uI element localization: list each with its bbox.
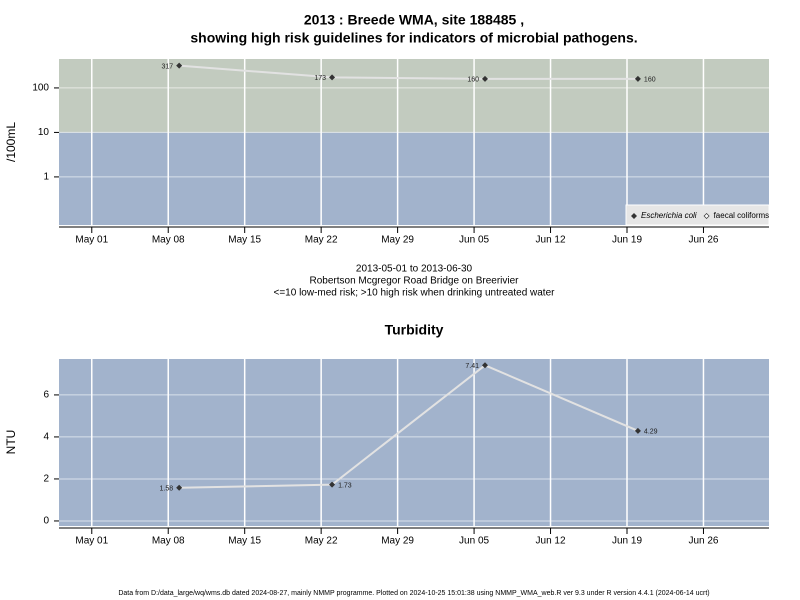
x-tick-label: Jun 19 xyxy=(612,536,642,547)
y-axis-label: /100mL xyxy=(4,122,18,162)
y-axis-label: NTU xyxy=(4,430,18,455)
data-point xyxy=(482,75,488,82)
x-tick-label: May 01 xyxy=(75,536,108,547)
x-tick-label: Jun 26 xyxy=(688,536,718,547)
value-label: 160 xyxy=(644,77,656,84)
x-tick-label: May 01 xyxy=(75,235,108,246)
x-tick-label: Jun 19 xyxy=(612,235,642,246)
legend-label: Escherichia coli xyxy=(641,211,697,220)
data-point xyxy=(176,484,183,491)
y-tick-label: 10 xyxy=(38,127,50,138)
x-tick-label: Jun 12 xyxy=(536,536,566,547)
y-tick-label: 100 xyxy=(32,83,49,94)
x-tick-label: Jun 05 xyxy=(459,536,489,547)
x-tick-label: Jun 12 xyxy=(536,235,566,246)
x-tick-label: May 15 xyxy=(228,235,261,246)
data-point xyxy=(329,74,336,81)
data-point xyxy=(329,481,336,488)
x-tick-label: May 29 xyxy=(381,235,414,246)
x-tick-label: May 15 xyxy=(228,536,261,547)
series-line xyxy=(179,364,639,489)
x-tick-label: May 22 xyxy=(305,536,338,547)
value-label: 173 xyxy=(314,75,326,82)
value-label: 1.58 xyxy=(160,486,174,493)
legend-marker xyxy=(703,213,710,219)
y-tick-label: 4 xyxy=(43,432,49,443)
x-tick-label: May 08 xyxy=(152,235,185,246)
x-tick-label: Jun 05 xyxy=(459,235,489,246)
data-point xyxy=(634,75,641,82)
legend-marker xyxy=(631,213,637,219)
x-tick-label: Jun 26 xyxy=(688,235,718,246)
value-label: 4.29 xyxy=(644,429,658,436)
y-tick-label: 6 xyxy=(43,390,49,401)
chart-title: Turbidity xyxy=(385,322,444,338)
chart-title: 2013 : Breede WMA, site 188485 , xyxy=(304,12,524,28)
footer: Data from D:/data_large/wq/wms.db dated … xyxy=(118,590,709,597)
y-tick-label: 2 xyxy=(43,474,49,485)
note: <=10 low-med risk; >10 high risk when dr… xyxy=(274,288,556,299)
plot-background xyxy=(59,359,769,526)
value-label: 7.41 xyxy=(465,363,479,370)
data-point xyxy=(634,427,641,434)
y-tick-label: 1 xyxy=(43,172,49,183)
value-label: 317 xyxy=(161,63,173,70)
x-tick-label: May 08 xyxy=(152,536,185,547)
note: Robertson Mcgregor Road Bridge on Breeri… xyxy=(310,276,520,287)
x-tick-label: May 29 xyxy=(381,536,414,547)
data-point xyxy=(176,62,183,69)
chart-subtitle: showing high risk guidelines for indicat… xyxy=(190,30,637,46)
y-tick-label: 0 xyxy=(43,516,49,527)
legend-box xyxy=(625,204,770,226)
note: 2013-05-01 to 2013-06-30 xyxy=(356,264,473,275)
legend-label: faecal coliforms xyxy=(714,211,770,220)
series-line xyxy=(179,64,638,80)
value-label: 160 xyxy=(467,77,479,84)
data-point xyxy=(482,362,488,369)
risk-band xyxy=(59,59,769,133)
x-tick-label: May 22 xyxy=(305,235,338,246)
value-label: 1.73 xyxy=(338,482,352,489)
